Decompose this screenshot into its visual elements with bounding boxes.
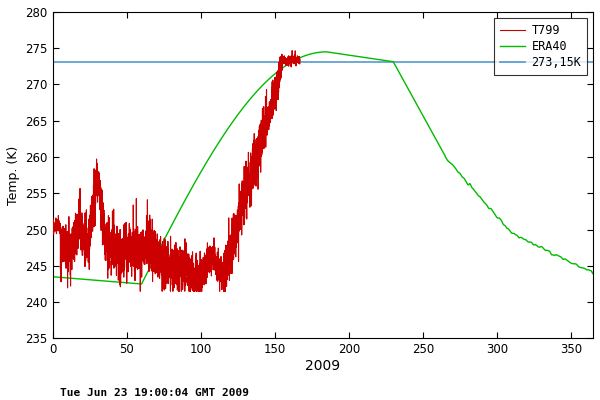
ERA40: [143, 272, 150, 276]
ERA40: [579, 266, 586, 270]
T799: [260, 114, 268, 118]
Line: T799: T799: [53, 51, 300, 291]
ERA40: [49, 274, 56, 279]
ERA40: [111, 279, 118, 284]
ERA40: [323, 50, 330, 54]
T799: [54, 224, 61, 229]
T799: [187, 275, 194, 280]
ERA40: [280, 65, 287, 70]
T799: [251, 158, 258, 163]
Line: ERA40: ERA40: [53, 52, 593, 284]
T799: [270, 92, 277, 97]
Y-axis label: Temp. (K): Temp. (K): [7, 146, 20, 205]
ERA40: [521, 237, 528, 242]
X-axis label: 2009: 2009: [305, 359, 340, 373]
T799: [296, 61, 304, 66]
273,15K: [49, 59, 56, 64]
ERA40: [589, 272, 596, 276]
Text: Tue Jun 23 19:00:04 GMT 2009: Tue Jun 23 19:00:04 GMT 2009: [60, 388, 249, 398]
273,15K: [50, 59, 58, 64]
T799: [289, 48, 296, 53]
ERA40: [257, 86, 264, 90]
Legend: T799, ERA40, 273,15K: T799, ERA40, 273,15K: [494, 18, 587, 74]
ERA40: [138, 282, 145, 286]
T799: [145, 241, 152, 246]
T799: [49, 224, 56, 229]
T799: [137, 289, 144, 294]
